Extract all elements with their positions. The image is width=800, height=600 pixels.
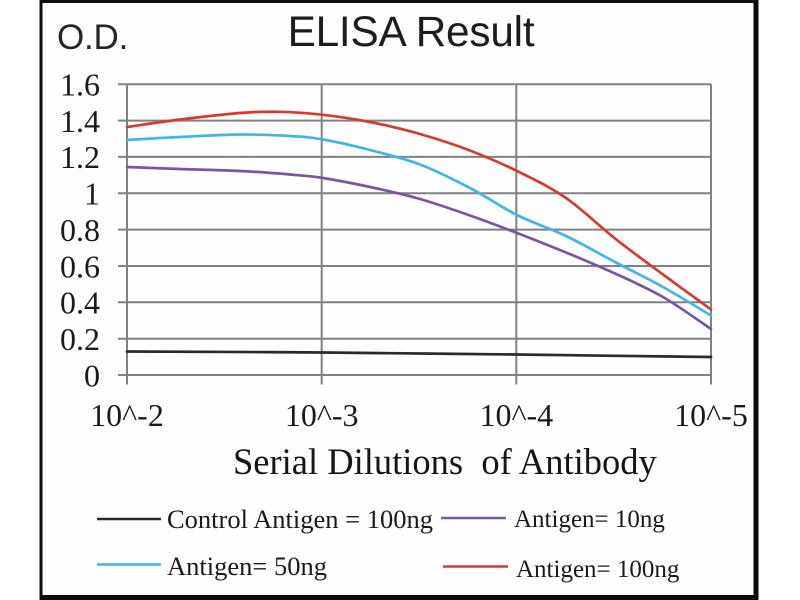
- svg-text:0: 0: [84, 357, 100, 393]
- svg-text:1.6: 1.6: [60, 67, 100, 103]
- svg-text:0.6: 0.6: [60, 248, 100, 284]
- svg-text:Antigen= 100ng: Antigen= 100ng: [516, 556, 680, 583]
- svg-text:1: 1: [84, 176, 100, 212]
- svg-text:0.8: 0.8: [60, 212, 100, 248]
- svg-text:10^-5: 10^-5: [674, 397, 748, 433]
- svg-text:Control Antigen = 100ng: Control Antigen = 100ng: [167, 504, 433, 534]
- svg-text:10^-3: 10^-3: [285, 397, 359, 433]
- svg-text:Antigen= 10ng: Antigen= 10ng: [514, 506, 665, 533]
- svg-text:0.4: 0.4: [60, 285, 100, 321]
- svg-text:Serial Dilutions of Antibody: Serial Dilutions of Antibody: [233, 441, 658, 482]
- svg-text:0.2: 0.2: [60, 321, 100, 357]
- svg-text:10^-4: 10^-4: [479, 397, 553, 433]
- svg-text:ELISA Result: ELISA Result: [288, 8, 535, 55]
- svg-text:1.2: 1.2: [60, 139, 100, 175]
- svg-text:O.D.: O.D.: [57, 18, 128, 57]
- svg-text:Antigen= 50ng: Antigen= 50ng: [167, 551, 327, 581]
- svg-text:10^-2: 10^-2: [90, 397, 164, 433]
- svg-text:1.4: 1.4: [60, 103, 100, 139]
